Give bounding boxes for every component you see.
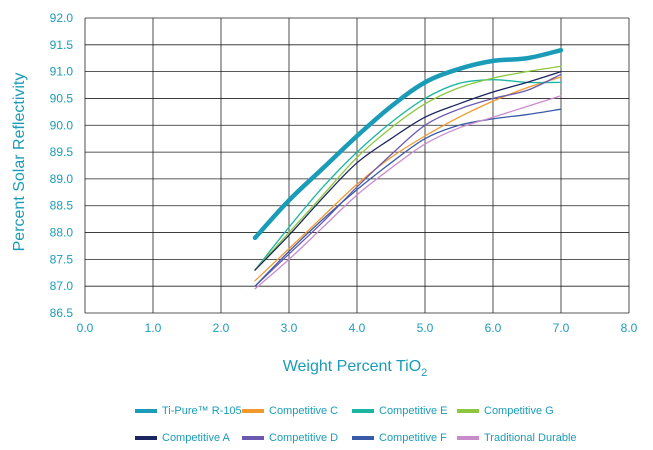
y-tick-label: 87.5 <box>50 252 74 266</box>
series-line-traditional-durable <box>254 95 562 290</box>
x-axis-label: Weight Percent TiO2 <box>283 358 428 379</box>
x-tick-label: 0.0 <box>77 321 94 335</box>
chart-series <box>252 47 564 290</box>
x-axis-label-main: Weight Percent TiO <box>283 358 421 375</box>
y-tick-label: 86.5 <box>50 306 74 320</box>
x-tick-label: 7.0 <box>553 321 570 335</box>
x-tick-label: 4.0 <box>349 321 366 335</box>
y-tick-label: 91.0 <box>50 65 74 79</box>
y-tick-label: 87.0 <box>50 279 74 293</box>
y-tick-label: 90.0 <box>50 118 74 132</box>
x-tick-label: 2.0 <box>213 321 230 335</box>
y-tick-label: 90.5 <box>50 91 74 105</box>
series-line-competitive-a <box>254 70 562 271</box>
y-axis-label: Percent Solar Reflectivity <box>11 73 28 252</box>
x-tick-label: 8.0 <box>621 321 638 335</box>
series-line-ti-pure-r-105 <box>252 47 564 241</box>
x-tick-label: 1.0 <box>145 321 162 335</box>
y-tick-label: 91.5 <box>50 38 74 52</box>
series-line-competitive-e <box>254 79 562 271</box>
chart-tick-labels: 0.0 1.0 2.0 3.0 4.0 5.0 6.0 7.0 8.0 86.5 87.0 87.5 8… <box>50 11 638 335</box>
y-tick-label: 88.5 <box>50 199 74 213</box>
chart-grid <box>84 17 630 314</box>
y-tick-label: 88.0 <box>50 226 74 240</box>
series-line-competitive-g <box>254 65 562 271</box>
series-line-competitive-f <box>254 108 562 287</box>
x-tick-label: 3.0 <box>281 321 298 335</box>
y-tick-label: 89.0 <box>50 172 74 186</box>
y-tick-label: 89.5 <box>50 145 74 159</box>
y-tick-label: 92.0 <box>50 11 74 25</box>
x-tick-label: 6.0 <box>485 321 502 335</box>
x-axis-label-subscript: 2 <box>421 367 427 379</box>
x-tick-label: 5.0 <box>417 321 434 335</box>
series-line-competitive-d <box>254 73 562 287</box>
